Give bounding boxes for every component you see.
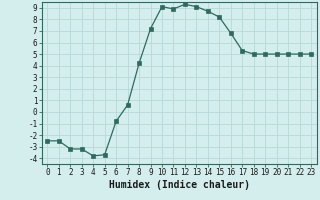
X-axis label: Humidex (Indice chaleur): Humidex (Indice chaleur) bbox=[109, 180, 250, 190]
